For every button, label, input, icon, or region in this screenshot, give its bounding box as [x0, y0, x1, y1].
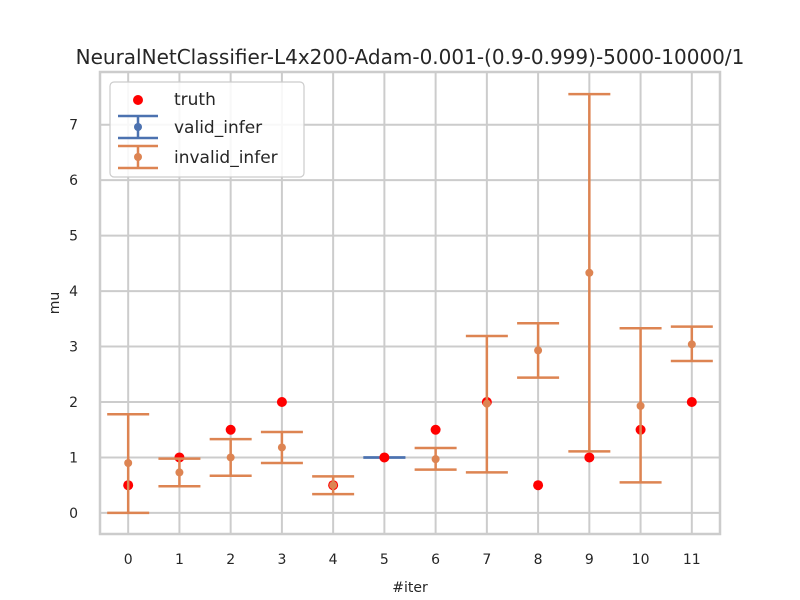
invalid-infer-point	[687, 340, 696, 349]
x-tick-label: 0	[124, 552, 133, 568]
truth-point	[379, 452, 390, 463]
invalid-infer-point	[175, 468, 184, 477]
y-tick-labels: 0 1 2 3 4 5 6 7	[69, 118, 78, 522]
truth-point	[533, 480, 544, 491]
invalid-infer-point	[636, 401, 645, 410]
x-tick-label: 3	[277, 552, 286, 568]
x-tick-label: 8	[534, 552, 543, 568]
plot-frame	[98, 70, 722, 536]
y-tick-label: 5	[69, 229, 78, 245]
y-tick-label: 4	[69, 284, 78, 300]
x-tick-label: 7	[482, 552, 491, 568]
invalid-infer-point	[124, 459, 133, 468]
y-tick-label: 7	[69, 118, 78, 134]
x-tick-label: 2	[226, 552, 235, 568]
x-axis-label: #iter	[392, 580, 428, 596]
y-tick-label: 6	[69, 173, 78, 189]
invalid-infer-point	[431, 455, 440, 464]
legend-valid-infer-marker	[118, 114, 158, 140]
y-tick-label: 3	[69, 340, 78, 356]
x-tick-labels: 0 1 2 3 4 5 6 7 8 9 10 11	[124, 552, 701, 568]
y-tick-label: 1	[69, 450, 78, 466]
y-tick-label: 0	[69, 506, 78, 522]
truth-point	[276, 397, 287, 407]
legend-invalid-infer-marker	[118, 144, 158, 170]
truth-point	[686, 397, 697, 407]
invalid-infer-point	[534, 346, 543, 355]
y-tick-label: 2	[69, 395, 78, 411]
x-tick-label: 6	[431, 552, 440, 568]
y-axis-label: mu	[47, 292, 63, 315]
legend-truth-label: truth	[174, 90, 216, 110]
legend-box	[109, 81, 305, 178]
series-layer	[107, 92, 713, 515]
x-tick-label: 4	[329, 552, 338, 568]
grid	[100, 72, 720, 534]
legend: truth valid_infer invalid_infer	[109, 81, 305, 178]
x-tick-label: 11	[683, 552, 701, 568]
invalid-infer-point	[585, 268, 594, 277]
truth-point	[584, 452, 595, 463]
truth-point	[430, 424, 441, 435]
legend-truth-marker	[133, 95, 143, 105]
x-tick-label: 1	[175, 552, 184, 568]
invalid-infer-point	[482, 399, 491, 408]
invalid-infer-point	[329, 481, 338, 490]
truth-point	[225, 424, 236, 435]
invalid-infer-point	[277, 443, 286, 452]
x-tick-label: 10	[632, 552, 650, 568]
invalid-infer-point	[226, 453, 235, 462]
chart-title: NeuralNetClassifier-L4x200-Adam-0.001-(0…	[76, 45, 745, 69]
legend-invalid-infer-label: invalid_infer	[174, 148, 278, 168]
legend-valid-infer-label: valid_infer	[174, 118, 262, 138]
x-tick-label: 9	[585, 552, 594, 568]
x-tick-label: 5	[380, 552, 389, 568]
